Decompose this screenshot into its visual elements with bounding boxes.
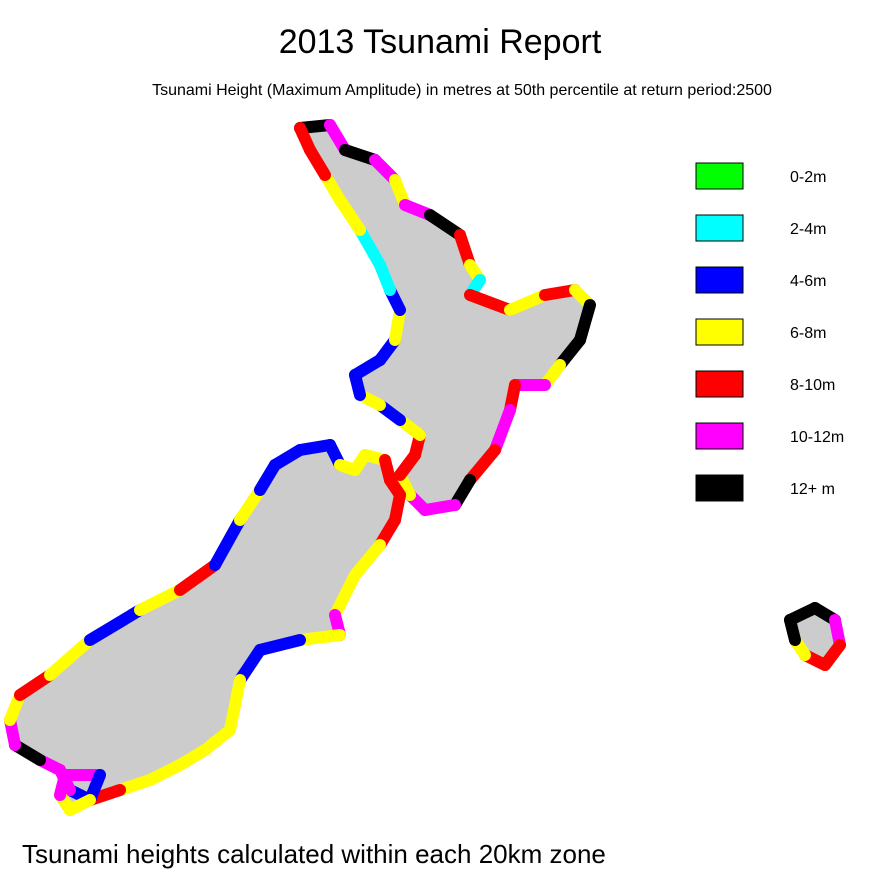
legend-label: 4-6m <box>790 273 826 290</box>
coast-zone <box>44 634 96 681</box>
footer-note: Tsunami heights calculated within each 2… <box>22 839 606 869</box>
legend-swatch <box>695 422 744 450</box>
map-subtitle: Tsunami Height (Maximum Amplitude) in me… <box>152 82 772 99</box>
map-title: 2013 Tsunami Report <box>279 23 602 61</box>
coast-zone <box>294 122 316 156</box>
coast-zone <box>504 289 551 316</box>
coast-zone <box>784 614 801 646</box>
coast-zone <box>14 669 56 701</box>
coast-zone <box>354 224 386 271</box>
coast-zone <box>209 514 246 571</box>
legend-swatch <box>695 474 744 502</box>
coast-zone <box>254 634 306 656</box>
coast-zone <box>234 644 266 686</box>
coast-zone <box>464 444 501 486</box>
legend-swatch <box>695 266 744 294</box>
coast-zone <box>174 559 221 596</box>
legend-swatch <box>695 162 744 190</box>
legend: 0-2m 2-4m 4-6m 6-8m 8-10m 10-12m 12+ m <box>695 162 844 502</box>
coast-zone <box>334 194 366 236</box>
coast-zone <box>134 584 186 616</box>
coast-zone <box>574 299 596 346</box>
legend-label: 8-10m <box>790 377 835 394</box>
coast-zone <box>269 444 306 471</box>
coast-zone <box>424 209 466 241</box>
coast-zone <box>489 404 516 456</box>
legend-swatch <box>695 214 744 242</box>
coast-zone <box>234 484 266 526</box>
coast-zone <box>294 629 346 646</box>
coast-zone <box>464 289 516 316</box>
legend-label: 0-2m <box>790 169 826 186</box>
legend-label: 2-4m <box>790 221 826 238</box>
coast-zone <box>84 604 146 646</box>
coast-zone <box>349 539 386 581</box>
north-island <box>299 124 591 511</box>
legend-swatch <box>695 318 744 346</box>
coast-zone <box>329 569 361 621</box>
coast <box>4 119 846 816</box>
legend-label: 6-8m <box>790 325 826 342</box>
legend-label: 10-12m <box>790 429 844 446</box>
coast-zone <box>54 769 71 801</box>
legend-label: 12+ m <box>790 481 835 498</box>
legend-swatch <box>695 370 744 398</box>
coast-zone <box>224 674 246 736</box>
